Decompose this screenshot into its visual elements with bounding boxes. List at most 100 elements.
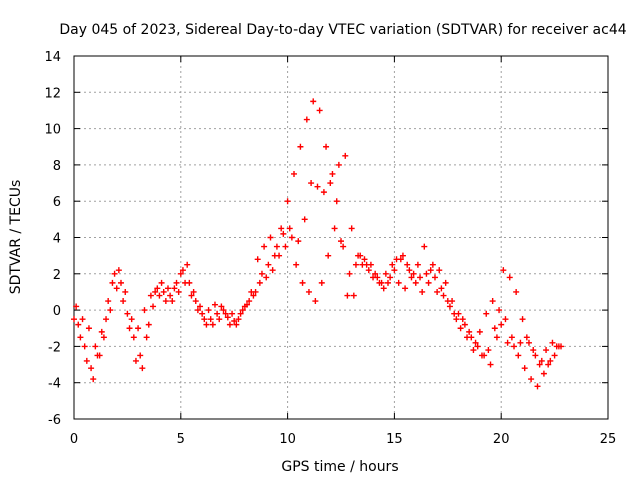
data-point [340, 243, 347, 250]
data-point [521, 365, 528, 372]
data-point [141, 307, 148, 314]
y-tick-label: 2 [53, 268, 61, 283]
data-point [162, 298, 169, 305]
data-point [346, 270, 353, 277]
x-tick-label: 10 [279, 432, 296, 447]
data-point [83, 357, 90, 364]
data-point [517, 339, 524, 346]
data-point [100, 334, 107, 341]
data-point [540, 370, 547, 377]
data-point [498, 321, 505, 328]
y-axis-label: SDTVAR / TECUs [8, 180, 24, 295]
data-point [237, 310, 244, 317]
data-point [263, 274, 270, 281]
data-point [248, 288, 255, 295]
data-point [382, 270, 389, 277]
data-point [446, 303, 453, 310]
data-point [305, 288, 312, 295]
data-point [327, 180, 334, 187]
data-point [222, 310, 229, 317]
data-point [472, 339, 479, 346]
chart-title: Day 045 of 2023, Sidereal Day-to-day VTE… [59, 22, 626, 38]
data-point [73, 303, 80, 310]
data-point [297, 143, 304, 150]
data-point [506, 274, 513, 281]
x-tick-label: 15 [386, 432, 403, 447]
data-point [273, 243, 280, 250]
data-point [88, 365, 95, 372]
data-point [474, 343, 481, 350]
data-point [135, 325, 142, 332]
data-point [233, 321, 240, 328]
x-tick-label: 0 [70, 432, 78, 447]
data-point [77, 334, 84, 341]
data-point [543, 347, 550, 354]
data-point [216, 316, 223, 323]
data-point [143, 334, 150, 341]
data-point [199, 310, 206, 317]
y-tick-label: 8 [53, 159, 61, 174]
data-point [399, 252, 406, 259]
data-point [312, 298, 319, 305]
data-point [128, 316, 135, 323]
y-tick-label: 10 [44, 123, 61, 138]
data-point [538, 357, 545, 364]
data-point [464, 334, 471, 341]
data-point [226, 321, 233, 328]
data-point [508, 334, 515, 341]
data-point [115, 267, 122, 274]
data-point [504, 339, 511, 346]
data-point [350, 292, 357, 299]
data-point [414, 261, 421, 268]
data-point [224, 314, 231, 321]
data-point [295, 238, 302, 245]
data-point [218, 303, 225, 310]
x-tick-label: 5 [177, 432, 185, 447]
data-point [258, 270, 265, 277]
data-point [318, 279, 325, 286]
data-point [361, 256, 368, 263]
data-point [293, 261, 300, 268]
data-point [519, 316, 526, 323]
data-point [320, 189, 327, 196]
data-point [265, 261, 272, 268]
data-point [303, 116, 310, 123]
data-point [393, 256, 400, 263]
data-point [314, 183, 321, 190]
data-point [523, 334, 530, 341]
data-point [167, 292, 174, 299]
data-point [209, 321, 216, 328]
tick-marks [73, 55, 609, 420]
data-point [203, 321, 210, 328]
data-point [267, 234, 274, 241]
data-point [177, 270, 184, 277]
data-point [423, 270, 430, 277]
data-point [158, 279, 165, 286]
data-point [440, 292, 447, 299]
data-point [137, 352, 144, 359]
y-tick-label: 4 [53, 232, 61, 247]
data-point [391, 267, 398, 274]
data-point [256, 279, 263, 286]
data-point [402, 285, 409, 292]
data-point [363, 261, 370, 268]
data-point [231, 317, 238, 324]
data-point [205, 307, 212, 314]
data-point [132, 357, 139, 364]
data-point [338, 238, 344, 245]
data-point [425, 279, 432, 286]
data-point [380, 285, 387, 292]
data-point [478, 352, 485, 359]
data-point [442, 279, 449, 286]
data-point [160, 288, 167, 295]
data-point [487, 361, 494, 368]
y-tick-label: -6 [48, 413, 61, 428]
data-point [254, 256, 261, 263]
y-tick-label: -2 [48, 340, 61, 355]
data-point [107, 307, 114, 314]
data-point [406, 267, 413, 274]
data-point [90, 376, 97, 383]
data-point [404, 261, 411, 268]
data-point [412, 279, 419, 286]
